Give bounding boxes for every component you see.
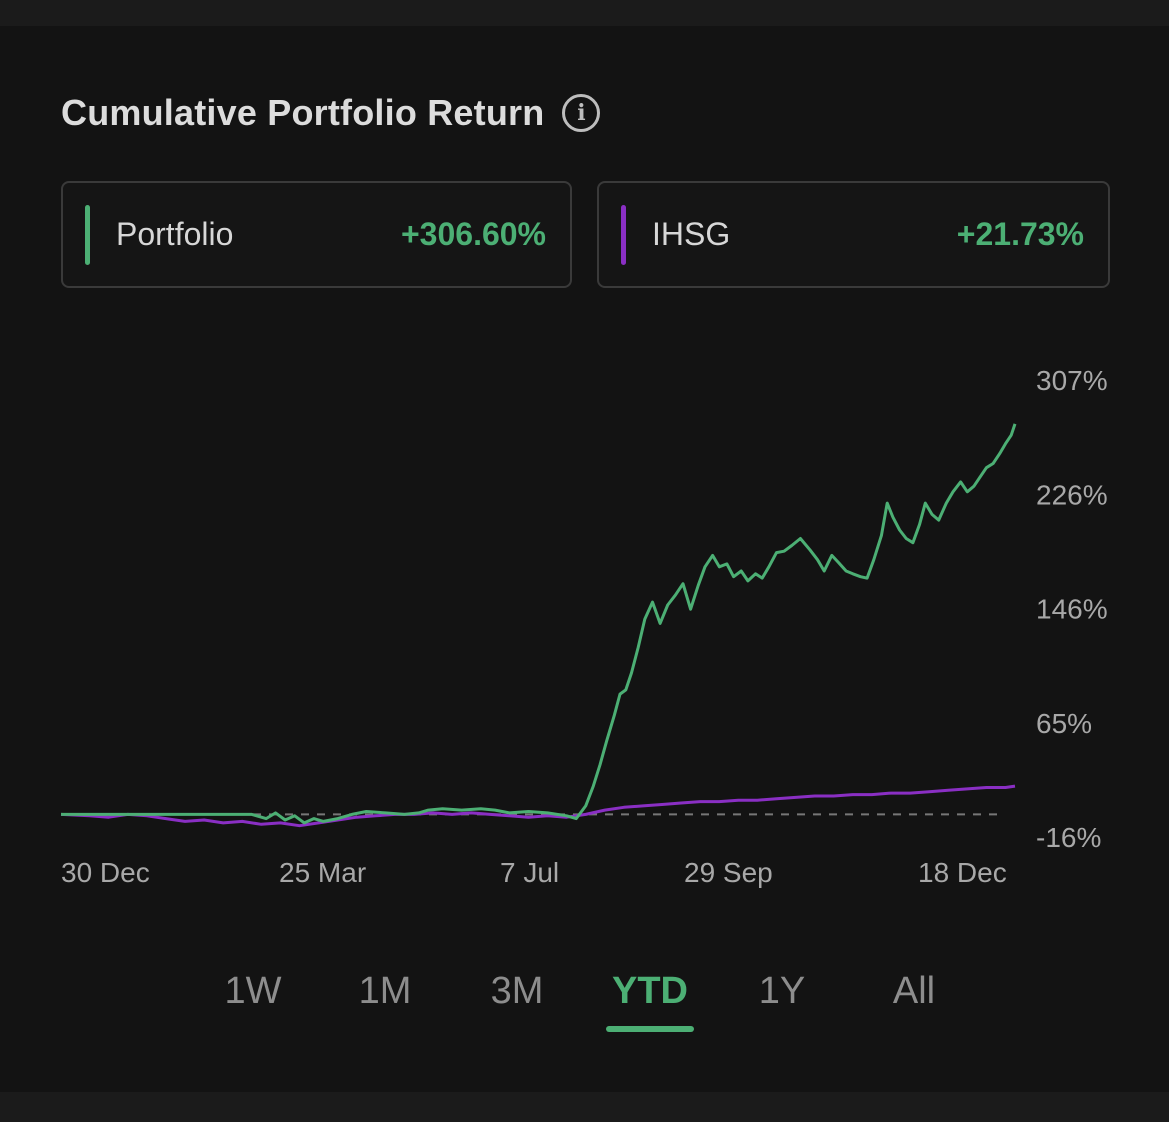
tab-1m[interactable]: 1M	[358, 970, 412, 1012]
x-tick-label: 18 Dec	[918, 857, 1007, 888]
x-tick-label: 30 Dec	[61, 857, 150, 888]
series-line-portfolio	[61, 423, 1017, 825]
legend-label-ihsg: IHSG	[652, 216, 731, 252]
chart-area[interactable]: 307% 226% 146% 65% -16% 30 Dec 25 Mar 7 Jul 29 S…	[0, 340, 1169, 900]
info-icon[interactable]: i	[562, 94, 601, 132]
x-tick-label: 25 Mar	[279, 857, 366, 888]
portfolio-color-bar	[85, 204, 90, 265]
y-tick-label: 65%	[1036, 708, 1092, 739]
legend-card-ihsg[interactable]: IHSG +21.73%	[597, 181, 1110, 288]
bottom-strip	[0, 1092, 1169, 1122]
legend-value-portfolio: +306.60%	[400, 216, 546, 252]
y-tick-label: 226%	[1036, 479, 1108, 510]
tab-ytd[interactable]: YTD	[612, 970, 688, 1012]
y-tick-label: 307%	[1036, 365, 1108, 396]
page-title: Cumulative Portfolio Return	[61, 92, 545, 133]
active-tab-indicator	[606, 1026, 694, 1032]
top-strip	[0, 0, 1169, 26]
range-tabs: 1W 1M 3M YTD 1Y All	[0, 960, 1169, 1040]
line-chart[interactable]: 307% 226% 146% 65% -16% 30 Dec 25 Mar 7 Jul 29 S…	[0, 340, 1169, 900]
header: Cumulative Portfolio Return i	[61, 92, 601, 134]
x-tick-label: 29 Sep	[684, 857, 773, 888]
series-line-ihsg	[60, 784, 1016, 828]
x-tick-label: 7 Jul	[500, 857, 559, 888]
legend-value-ihsg: +21.73%	[956, 216, 1084, 252]
legend-label-portfolio: Portfolio	[116, 216, 234, 252]
tab-all[interactable]: All	[892, 970, 936, 1012]
y-tick-label: 146%	[1036, 594, 1108, 625]
legend-card-portfolio[interactable]: Portfolio +306.60%	[61, 181, 572, 288]
tab-1y[interactable]: 1Y	[758, 970, 806, 1012]
ihsg-color-bar	[621, 204, 626, 265]
y-tick-label: -16%	[1036, 822, 1101, 853]
tab-1w[interactable]: 1W	[224, 970, 282, 1012]
tab-3m[interactable]: 3M	[490, 970, 544, 1012]
